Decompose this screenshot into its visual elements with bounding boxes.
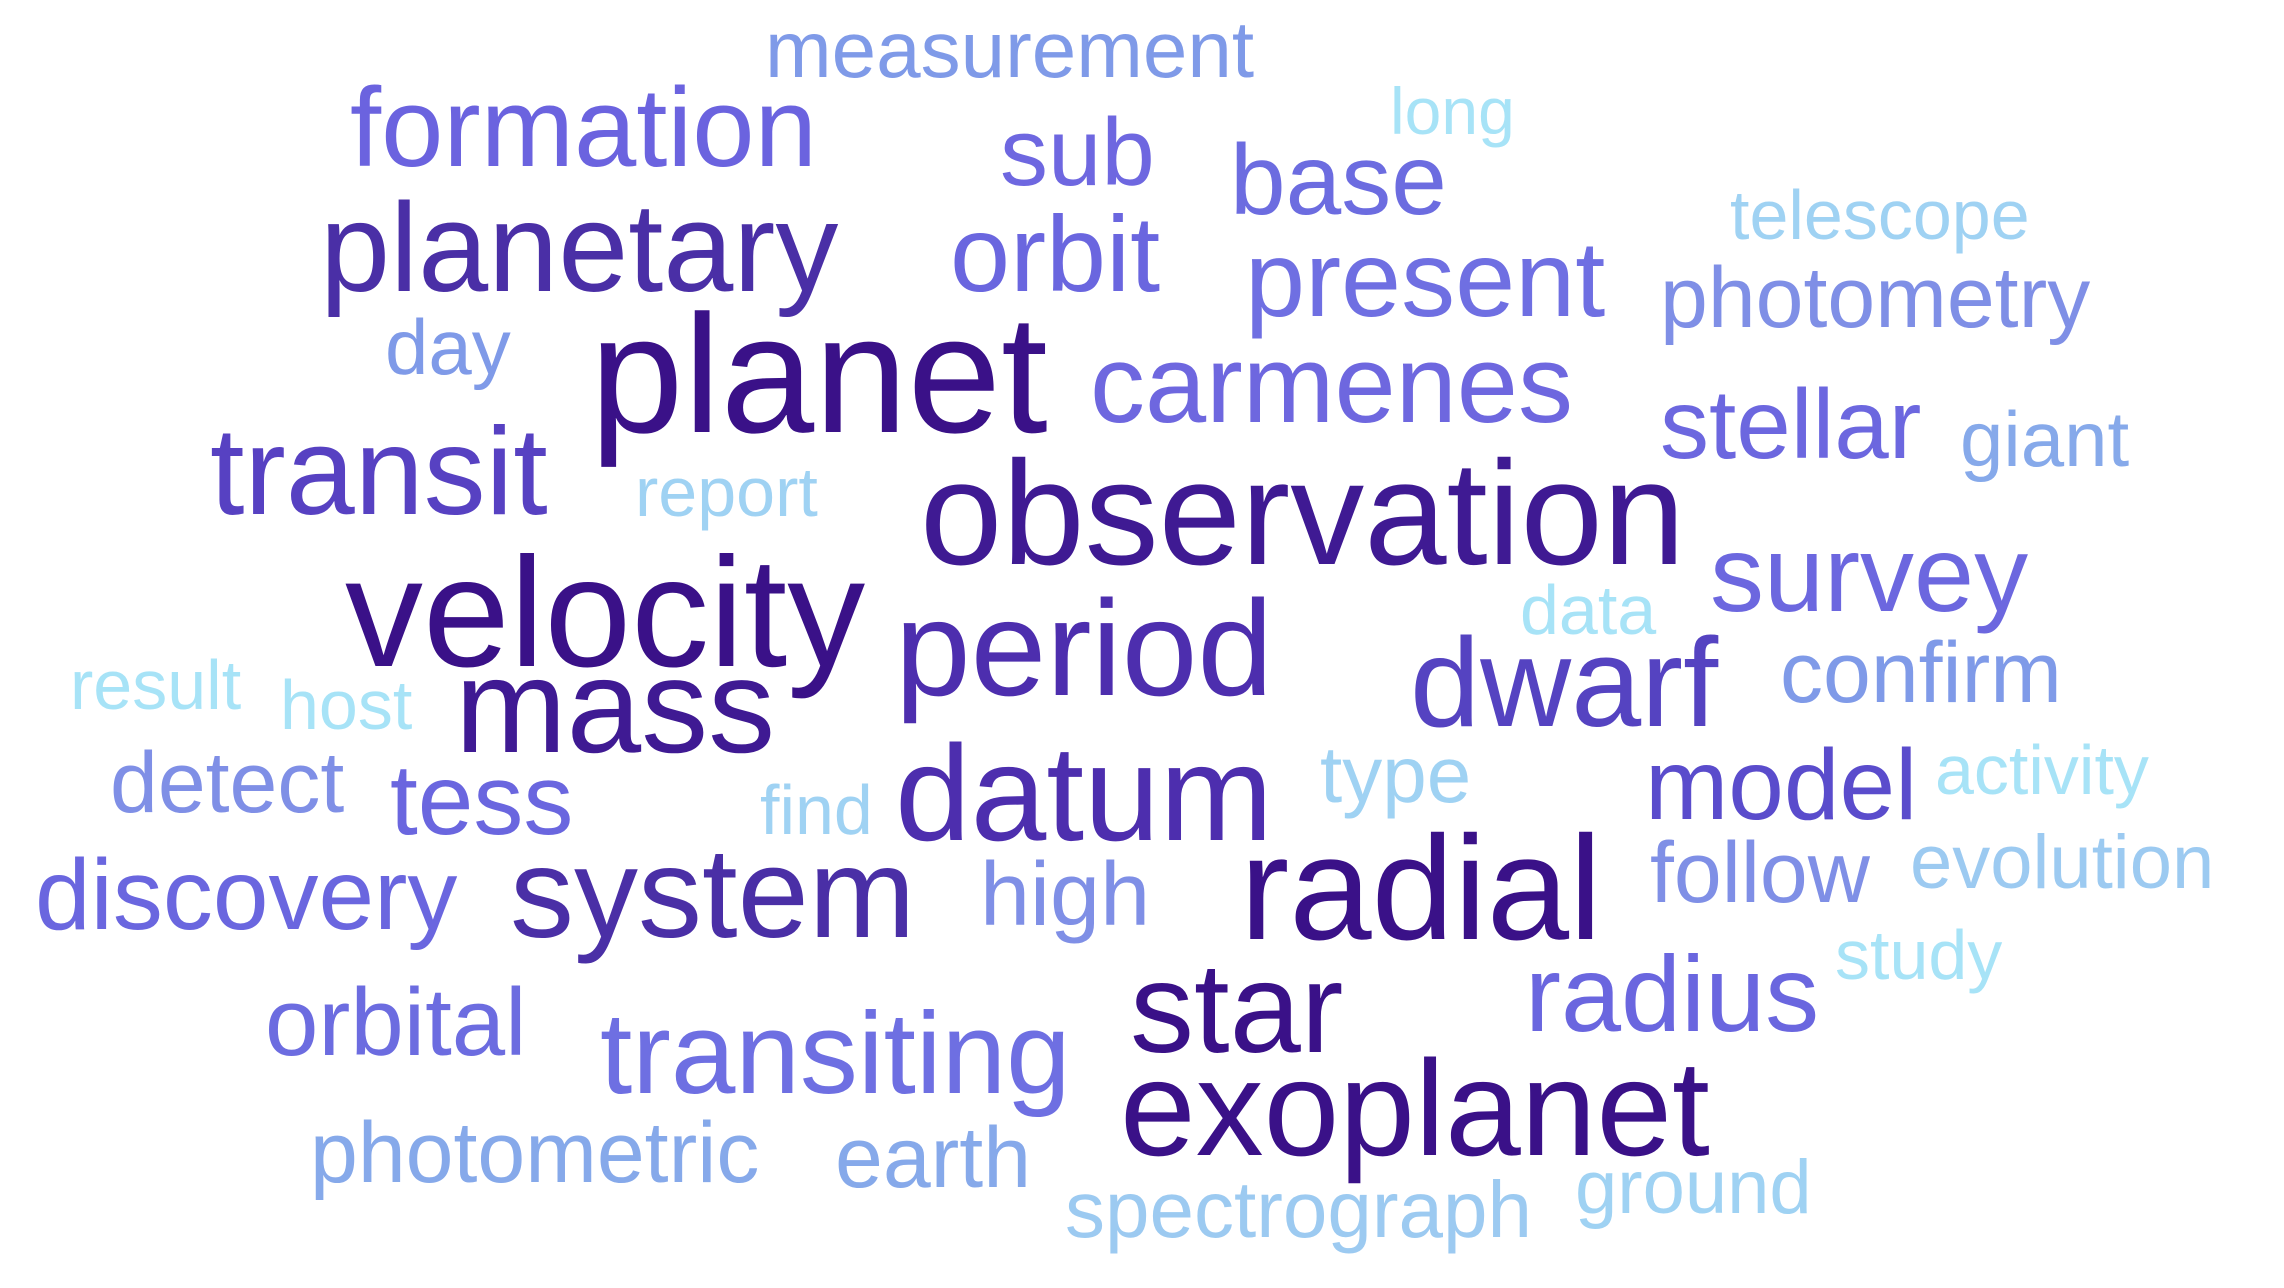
word-velocity: velocity bbox=[345, 526, 866, 700]
word-day: day bbox=[385, 303, 511, 391]
word-spectrograph: spectrograph bbox=[1065, 1165, 1532, 1254]
word-datum: datum bbox=[895, 717, 1273, 869]
word-formation: formation bbox=[350, 65, 817, 190]
word-period: period bbox=[895, 572, 1274, 724]
word-mass: mass bbox=[455, 632, 776, 781]
word-activity: activity bbox=[1935, 731, 2149, 809]
word-find: find bbox=[760, 771, 873, 849]
word-evolution: evolution bbox=[1910, 820, 2215, 905]
word-orbit: orbit bbox=[950, 193, 1161, 314]
word-high: high bbox=[980, 845, 1151, 945]
word-survey: survey bbox=[1710, 513, 2029, 634]
word-host: host bbox=[280, 666, 413, 744]
word-present: present bbox=[1245, 218, 1606, 339]
word-photometric: photometric bbox=[310, 1105, 760, 1201]
word-model: model bbox=[1645, 729, 1918, 841]
word-carmenes: carmenes bbox=[1090, 323, 1573, 446]
word-dwarf: dwarf bbox=[1410, 612, 1719, 753]
word-earth: earth bbox=[835, 1110, 1032, 1206]
word-report: report bbox=[635, 453, 818, 531]
word-star: star bbox=[1130, 937, 1344, 1080]
word-data: data bbox=[1520, 571, 1657, 649]
word-confirm: confirm bbox=[1780, 625, 2062, 721]
word-planet: planet bbox=[590, 280, 1048, 468]
word-radius: radius bbox=[1525, 933, 1820, 1054]
word-transiting: transiting bbox=[600, 988, 1071, 1118]
word-planetary: planetary bbox=[320, 177, 839, 318]
word-result: result bbox=[70, 646, 242, 724]
word-long: long bbox=[1390, 74, 1515, 148]
word-telescope: telescope bbox=[1730, 176, 2030, 254]
word-transit: transit bbox=[210, 403, 548, 541]
word-observation: observation bbox=[920, 431, 1686, 596]
word-measurement: measurement bbox=[765, 5, 1255, 94]
word-tess: tess bbox=[390, 744, 574, 856]
word-orbital: orbital bbox=[265, 969, 527, 1076]
word-system: system bbox=[510, 822, 916, 965]
word-photometry: photometry bbox=[1660, 250, 2091, 346]
word-follow: follow bbox=[1650, 825, 1870, 921]
word-exoplanet: exoplanet bbox=[1120, 1032, 1710, 1184]
word-stellar: stellar bbox=[1660, 369, 1922, 479]
word-detect: detect bbox=[110, 735, 345, 831]
word-sub: sub bbox=[1000, 99, 1155, 206]
word-study: study bbox=[1835, 916, 2003, 994]
word-giant: giant bbox=[1960, 395, 2130, 483]
word-discovery: discovery bbox=[35, 839, 458, 951]
word-base: base bbox=[1230, 124, 1447, 236]
word-type: type bbox=[1320, 730, 1472, 819]
word-radial: radial bbox=[1240, 806, 1602, 971]
word-ground: ground bbox=[1575, 1145, 1812, 1230]
